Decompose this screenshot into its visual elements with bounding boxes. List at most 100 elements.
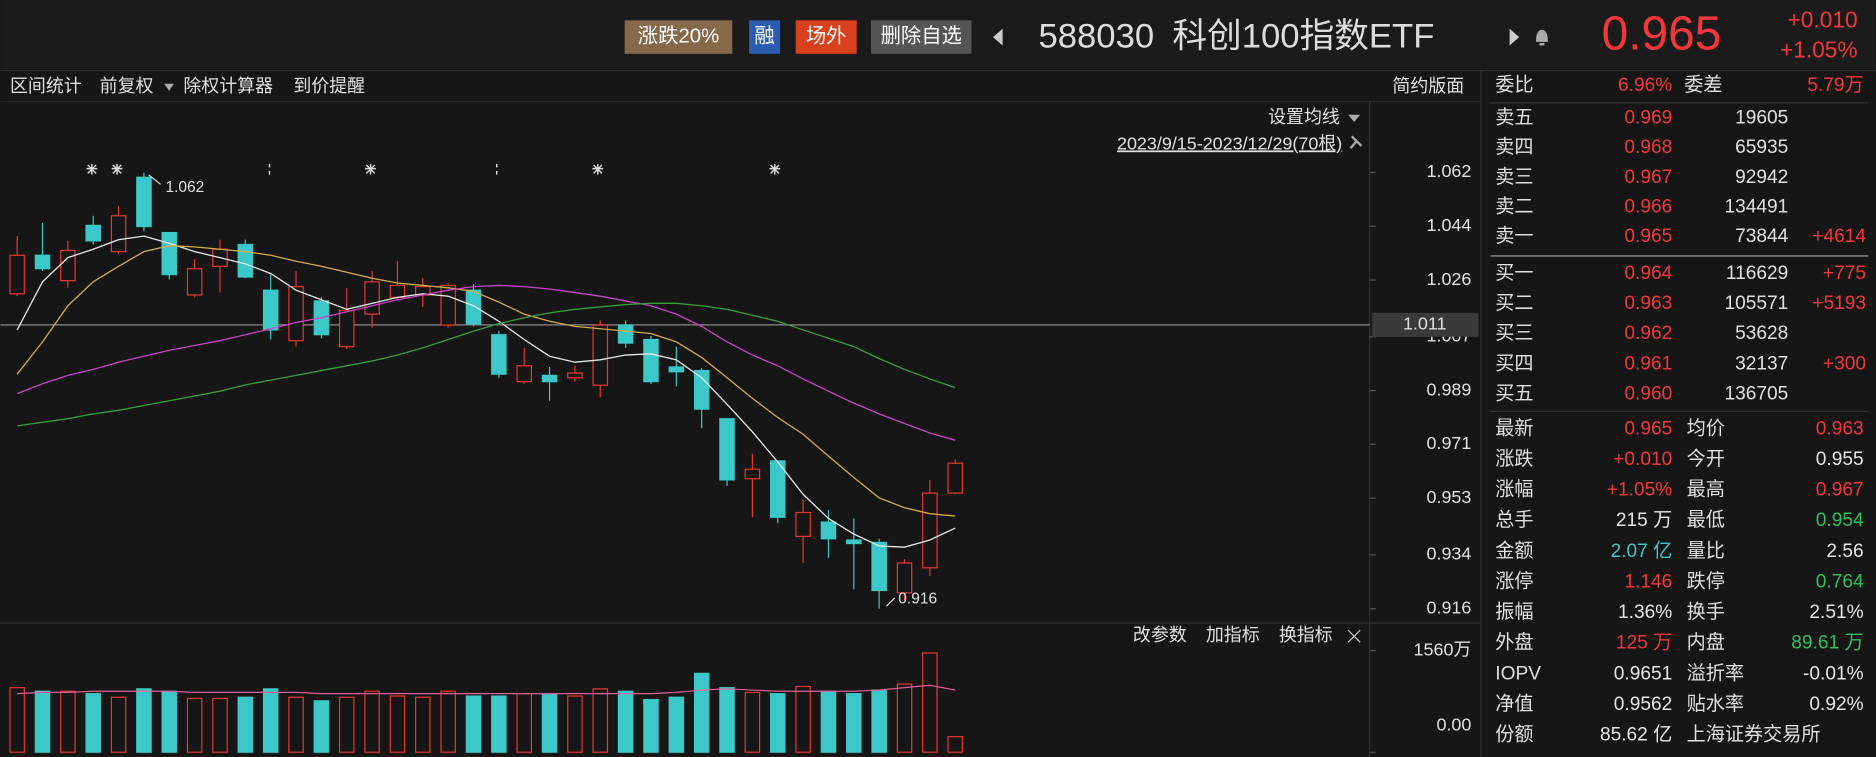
candle-body: [465, 289, 482, 325]
badge[interactable]: 场外: [806, 24, 847, 47]
volume-bar: [338, 696, 355, 753]
badge-bg[interactable]: [871, 20, 972, 54]
level-change: +300: [1823, 353, 1866, 374]
volume-bar: [389, 695, 406, 753]
dropdown-icon[interactable]: [164, 83, 174, 91]
level-price: 0.965: [1624, 226, 1672, 247]
volume-bar: [288, 696, 304, 753]
level-volume: 136705: [1724, 383, 1788, 404]
bell-icon[interactable]: [1535, 29, 1548, 46]
level-volume: 92942: [1735, 167, 1788, 188]
candle-body: [9, 254, 25, 295]
volume-bar: [947, 736, 963, 753]
level-label: 买五: [1495, 383, 1533, 404]
toolbar-button[interactable]: 区间统计: [10, 76, 82, 96]
level-price: 0.962: [1624, 323, 1672, 344]
level-label: 买三: [1495, 323, 1533, 344]
volume-bar: [237, 696, 254, 753]
stat-value: 215 万: [1616, 510, 1672, 531]
dropdown-icon[interactable]: [1348, 114, 1361, 122]
candle-body: [541, 374, 558, 383]
y-tick-label: 0.971: [1427, 433, 1472, 453]
indicator-button[interactable]: 改参数: [1133, 625, 1187, 645]
level-volume: 19605: [1735, 107, 1788, 128]
level-price: 0.966: [1624, 196, 1672, 217]
candle-body: [262, 289, 279, 331]
candle-body: [693, 369, 710, 410]
toolbar-button[interactable]: 简约版面: [1392, 76, 1464, 96]
stat-value: 0.963: [1816, 418, 1864, 439]
candle-body: [820, 521, 837, 540]
date-range[interactable]: 2023/9/15-2023/12/29(70根): [1117, 133, 1342, 153]
y-tick-label: 0.989: [1427, 379, 1472, 399]
book-value: 5.79万: [1807, 75, 1863, 96]
y-tick-label: 0.953: [1427, 487, 1472, 507]
volume-bar: [592, 688, 609, 753]
stat-label: 换手: [1687, 601, 1725, 623]
stat-label: 振幅: [1495, 601, 1533, 623]
level-volume: 116629: [1726, 263, 1788, 284]
y-tick-label: 1.026: [1427, 269, 1472, 289]
volume-bar: [161, 690, 178, 753]
candle-body: [338, 309, 355, 348]
toolbar-button[interactable]: 到价提醒: [293, 76, 365, 96]
next-arrow[interactable]: [1509, 28, 1520, 46]
level-change: +5193: [1812, 293, 1866, 314]
badge-bg[interactable]: [795, 20, 857, 54]
level-change: +775: [1823, 263, 1866, 284]
candle-body: [922, 492, 938, 569]
level-volume: 32137: [1735, 353, 1788, 374]
badge[interactable]: 涨跌20%: [638, 24, 719, 47]
stat-label: 最低: [1687, 509, 1725, 531]
volume-bar: [9, 687, 25, 753]
pin-icon[interactable]: [1349, 135, 1363, 150]
stat-label: 总手: [1495, 509, 1533, 531]
toolbar-button[interactable]: 除权计算器: [183, 76, 273, 96]
level-label: 买一: [1495, 263, 1533, 284]
stat-value: 0.92%: [1809, 694, 1863, 715]
level-price: 0.967: [1624, 167, 1672, 188]
candle-body: [668, 366, 685, 373]
volume-bar: [769, 693, 786, 753]
badge-bg[interactable]: [624, 20, 733, 54]
stat-value: 0.764: [1816, 571, 1864, 592]
toolbar-button[interactable]: 前复权: [100, 76, 154, 96]
price-change: +0.010: [1788, 7, 1858, 33]
stat-label: 份额: [1495, 724, 1533, 746]
candle-body: [744, 468, 761, 480]
volume-bar: [491, 695, 507, 753]
volume-bar: [440, 690, 456, 753]
stat-value: 125 万: [1616, 633, 1672, 654]
stat-value: 0.967: [1816, 480, 1864, 501]
ma-settings[interactable]: 设置均线: [1268, 107, 1340, 127]
badge-bg[interactable]: [749, 20, 781, 54]
candle-body: [896, 562, 913, 594]
badge[interactable]: 删除自选: [881, 24, 962, 47]
prev-arrow[interactable]: [993, 28, 1003, 46]
indicator-button[interactable]: 加指标: [1206, 625, 1260, 645]
candle-body: [161, 231, 178, 276]
book-value: 6.96%: [1618, 75, 1672, 96]
moving-average: [16, 284, 956, 441]
candle-body: [871, 541, 887, 592]
level-volume: 73844: [1735, 226, 1789, 247]
indicator-button[interactable]: 换指标: [1279, 625, 1333, 645]
volume-bar: [212, 697, 228, 753]
candle-body: [85, 224, 101, 242]
stat-label: IOPV: [1495, 663, 1541, 684]
close-icon[interactable]: [1347, 629, 1361, 643]
y-tick-label: 1.062: [1427, 161, 1472, 181]
stat-label: 最高: [1687, 479, 1725, 501]
stat-value: 0.965: [1624, 418, 1672, 439]
volume-bar: [60, 690, 76, 753]
moving-average: [17, 302, 956, 427]
badge[interactable]: 融: [754, 24, 774, 47]
stat-value: +0.010: [1613, 449, 1672, 470]
volume-bar: [186, 697, 203, 753]
stat-label: 今开: [1687, 448, 1725, 470]
volume-bar: [871, 689, 887, 753]
stat-value: 1.146: [1624, 571, 1672, 592]
y-tick-label: 0.934: [1427, 544, 1472, 564]
